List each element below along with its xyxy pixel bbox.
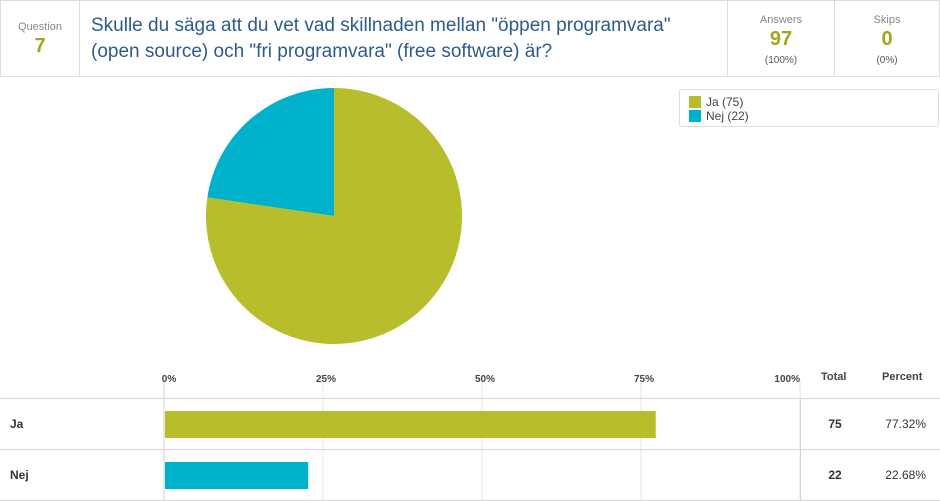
legend-swatch-nej	[689, 110, 701, 122]
percent-column-header: Percent	[882, 371, 923, 383]
row-label-nej: Nej	[10, 468, 29, 482]
row-percent-nej: 22.68%	[885, 468, 926, 482]
legend-item-nej: Nej (22)	[689, 109, 929, 123]
question-title: Skulle du säga att du vet vad skillnaden…	[91, 15, 671, 62]
pie-slice-ja	[206, 88, 463, 344]
table-column-divider	[800, 398, 801, 501]
x-tick-label: 0%	[162, 374, 177, 385]
x-tick-label: 100%	[774, 374, 800, 385]
skips-label: Skips	[873, 14, 901, 26]
row-total-ja: 75	[828, 417, 842, 431]
pie-chart	[206, 88, 463, 344]
legend-item-ja: Ja (75)	[689, 95, 929, 109]
skips-cell: Skips 0 (0%)	[834, 1, 939, 76]
question-label: Question	[17, 21, 63, 33]
answers-cell: Answers 97 (100%)	[727, 1, 834, 76]
bar-nej	[165, 462, 309, 489]
x-tick-label: 25%	[316, 374, 336, 385]
question-number-cell: Question 7	[1, 1, 80, 76]
x-tick-label: 50%	[475, 374, 495, 385]
legend-swatch-ja	[689, 96, 701, 108]
row-total-nej: 22	[828, 468, 842, 482]
pie-slice-nej	[207, 88, 334, 216]
x-tick-label: 75%	[634, 374, 654, 385]
legend-label-ja: Ja (75)	[706, 95, 744, 109]
skips-count: 0	[881, 28, 893, 50]
table-divider-top	[0, 398, 940, 399]
table-divider-middle	[0, 449, 940, 450]
total-column-header: Total	[821, 371, 847, 383]
row-label-ja: Ja	[10, 417, 24, 431]
row-percent-ja: 77.32%	[885, 417, 926, 431]
chart-legend: Ja (75) Nej (22)	[679, 89, 939, 127]
answers-count: 97	[769, 28, 793, 50]
legend-label-nej: Nej (22)	[706, 109, 749, 123]
question-header: Question 7 Skulle du säga att du vet vad…	[0, 0, 940, 77]
bar-chart: 0% 25% 50% 75% 100%	[162, 374, 801, 501]
answers-percent: (100%)	[764, 55, 798, 66]
skips-percent: (0%)	[876, 55, 898, 66]
answers-label: Answers	[759, 14, 803, 26]
question-number: 7	[34, 35, 46, 57]
bar-ja	[165, 411, 656, 438]
